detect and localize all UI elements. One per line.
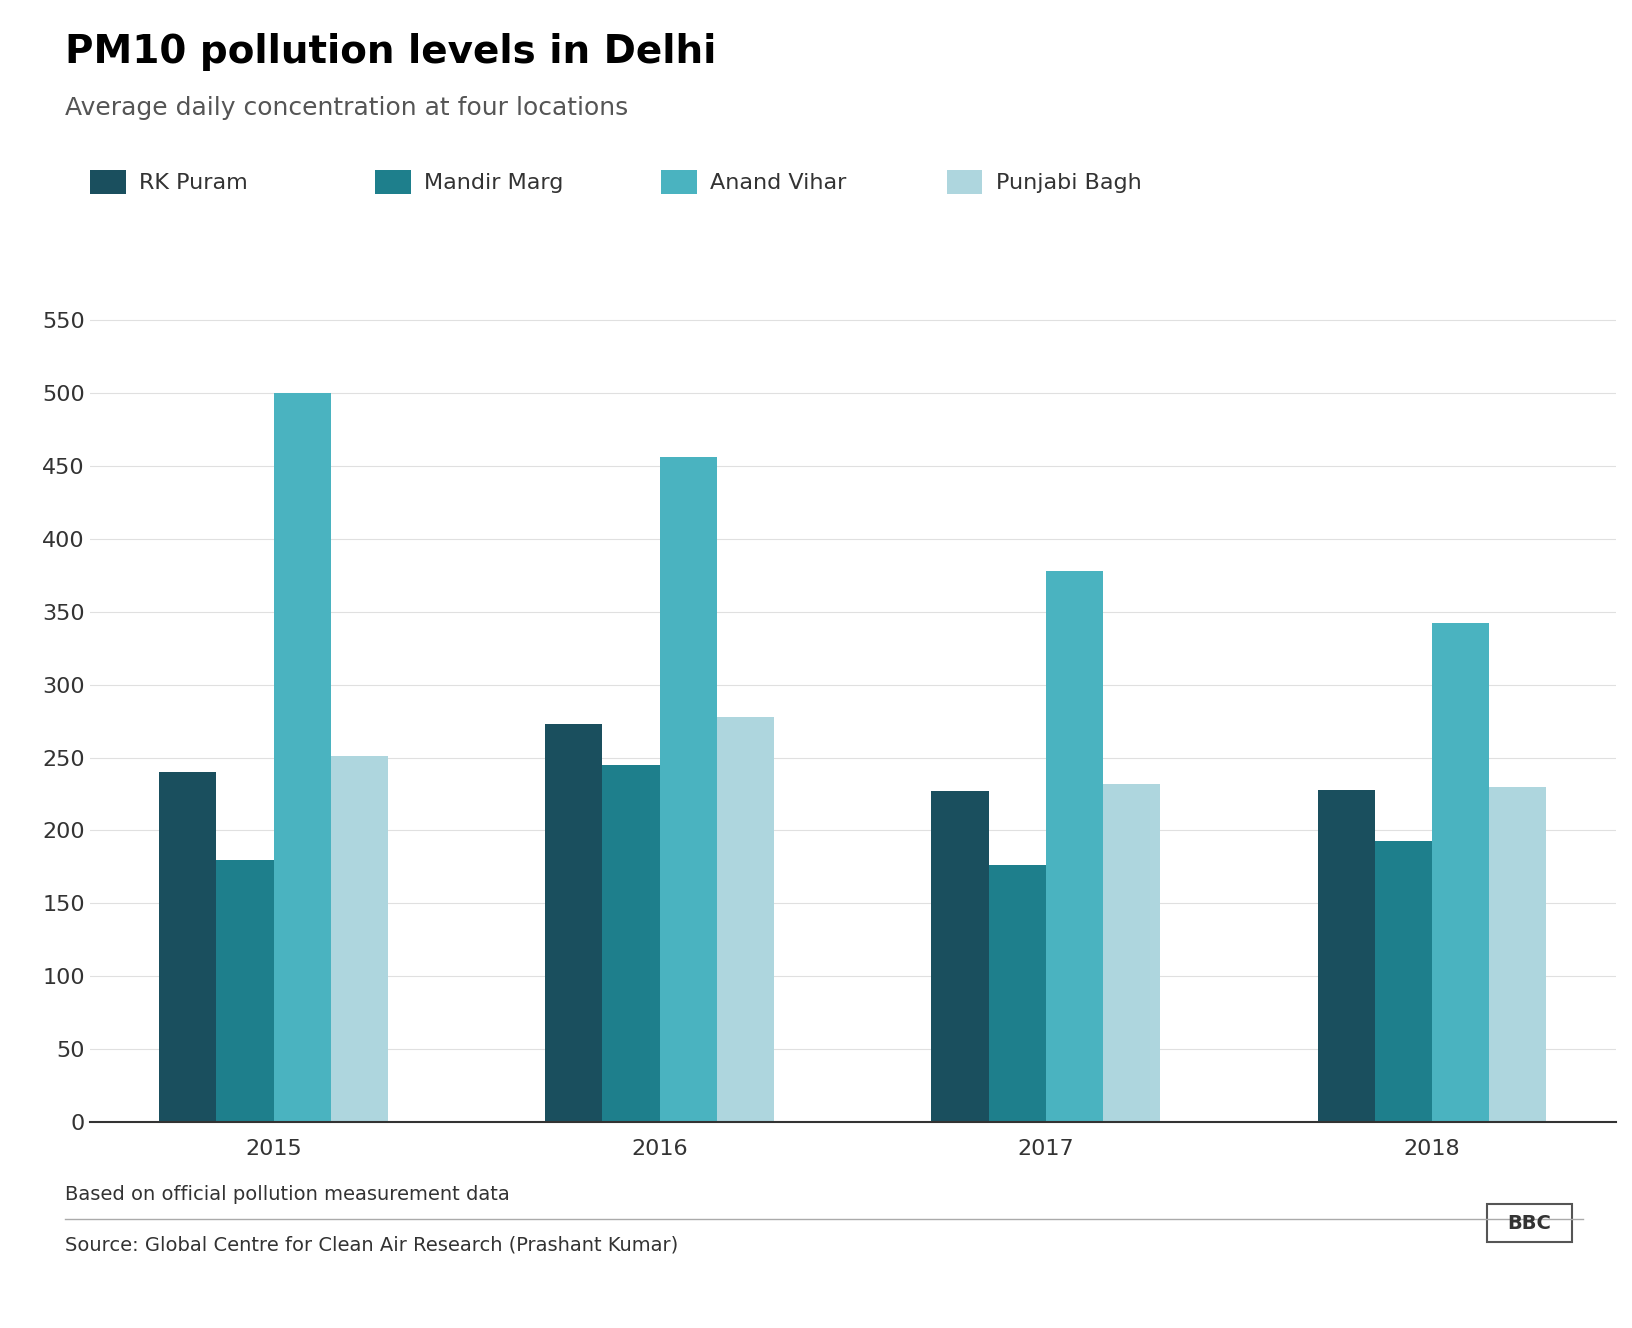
Bar <box>331 756 388 1122</box>
Bar <box>1431 623 1488 1122</box>
Text: Anand Vihar: Anand Vihar <box>710 173 847 194</box>
Bar <box>217 859 274 1122</box>
Text: Source: Global Centre for Clean Air Research (Prashant Kumar): Source: Global Centre for Clean Air Rese… <box>65 1235 679 1254</box>
Bar <box>274 393 331 1122</box>
Text: RK Puram: RK Puram <box>139 173 248 194</box>
Bar <box>1046 571 1103 1122</box>
Text: BBC: BBC <box>1508 1214 1550 1232</box>
Text: Mandir Marg: Mandir Marg <box>424 173 563 194</box>
Text: Punjabi Bagh: Punjabi Bagh <box>996 173 1141 194</box>
Bar <box>932 791 989 1122</box>
Bar <box>716 717 774 1122</box>
Bar <box>1317 790 1374 1122</box>
Bar <box>659 457 716 1122</box>
Text: Average daily concentration at four locations: Average daily concentration at four loca… <box>65 96 628 120</box>
Bar <box>160 772 217 1122</box>
Text: PM10 pollution levels in Delhi: PM10 pollution levels in Delhi <box>65 33 716 72</box>
Bar <box>545 724 602 1122</box>
Bar <box>989 866 1046 1122</box>
Text: Based on official pollution measurement data: Based on official pollution measurement … <box>65 1185 511 1203</box>
Bar <box>1488 786 1547 1122</box>
Bar <box>602 765 659 1122</box>
Bar <box>1374 841 1431 1122</box>
Bar <box>1103 784 1160 1122</box>
